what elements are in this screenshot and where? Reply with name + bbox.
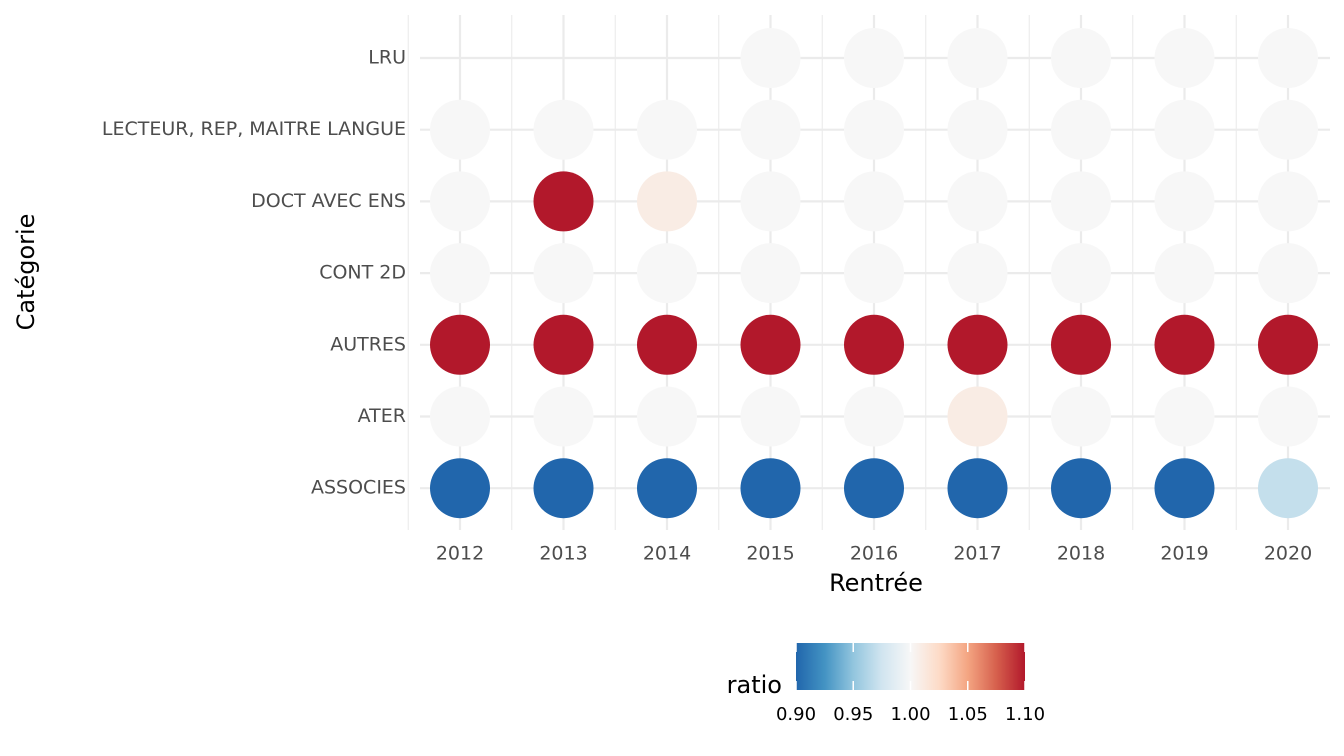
colorbar-tick-label: 0.95: [833, 704, 873, 725]
dot: [1154, 386, 1215, 447]
dot: [740, 99, 801, 160]
dot: [740, 28, 801, 88]
dot: [1154, 171, 1215, 232]
dot: [947, 99, 1008, 160]
x-tick-label: 2012: [436, 543, 484, 565]
x-tick-label: 2017: [953, 543, 1001, 565]
colorbar-tick-label: 1.00: [890, 704, 930, 725]
colorbar-tick-label: 0.90: [776, 704, 816, 725]
dot: [1051, 386, 1111, 447]
dot: [430, 99, 490, 160]
dot: [844, 28, 904, 88]
dot: [740, 314, 801, 375]
y-tick-label: ASSOCIES: [311, 477, 406, 499]
dot: [947, 171, 1008, 232]
dot: [637, 243, 697, 304]
dot: [1154, 28, 1215, 88]
dot: [1154, 458, 1215, 519]
dot: [1258, 99, 1318, 160]
dot: [533, 243, 594, 304]
y-tick-label: ATER: [358, 405, 406, 427]
y-axis-title: Catégorie: [12, 214, 40, 331]
dot: [430, 314, 490, 375]
dot: [1258, 171, 1318, 232]
dot: [947, 458, 1008, 519]
x-tick-label: 2015: [746, 543, 794, 565]
dot: [740, 171, 801, 232]
dot: [1154, 243, 1215, 304]
dot: [1051, 99, 1111, 160]
y-tick-label: LECTEUR, REP, MAITRE LANGUE: [102, 118, 406, 140]
dot: [1051, 171, 1111, 232]
dot: [533, 99, 594, 160]
y-tick-label: LRU: [368, 47, 406, 69]
dot: [533, 314, 594, 375]
dot: [1258, 314, 1318, 375]
dot: [947, 314, 1008, 375]
x-tick-label: 2020: [1264, 543, 1312, 565]
dot: [533, 171, 594, 232]
dot: [430, 386, 490, 447]
dot: [533, 458, 594, 519]
dot: [844, 243, 904, 304]
dot: [947, 386, 1008, 447]
dot: [740, 243, 801, 304]
dot: [430, 243, 490, 304]
dot: [637, 458, 697, 519]
dot: [844, 386, 904, 447]
dot: [637, 171, 697, 232]
dot: [1154, 99, 1215, 160]
dot: [637, 314, 697, 375]
dot: [1258, 28, 1318, 88]
dot: [844, 171, 904, 232]
y-tick-label: CONT 2D: [319, 262, 406, 284]
dot: [430, 171, 490, 232]
marks: [430, 28, 1318, 519]
dot: [844, 458, 904, 519]
x-tick-label: 2014: [643, 543, 691, 565]
y-tick-label: AUTRES: [330, 333, 406, 355]
dot: [1258, 386, 1318, 447]
dot: [740, 386, 801, 447]
dot: [947, 243, 1008, 304]
dot: [637, 99, 697, 160]
dot: [844, 99, 904, 160]
x-tick-label: 2013: [539, 543, 587, 565]
dot: [430, 458, 490, 519]
y-tick-label: DOCT AVEC ENS: [251, 190, 406, 212]
x-axis-title: Rentrée: [829, 569, 923, 597]
dot: [1051, 314, 1111, 375]
dot: [844, 314, 904, 375]
dot: [1258, 458, 1318, 519]
dot: [740, 458, 801, 519]
colorbar-tick-label: 1.05: [948, 704, 988, 725]
dot: [1051, 458, 1111, 519]
legend-title: ratio: [727, 671, 782, 699]
x-tick-label: 2018: [1057, 543, 1105, 565]
dot: [1051, 243, 1111, 304]
colorbar-tick-label: 1.10: [1005, 704, 1045, 725]
x-tick-label: 2016: [850, 543, 898, 565]
dot: [637, 386, 697, 447]
x-tick-label: 2019: [1160, 543, 1208, 565]
dot: [1258, 243, 1318, 304]
dot: [947, 28, 1008, 88]
dot: [533, 386, 594, 447]
dot: [1051, 28, 1111, 88]
dot: [1154, 314, 1215, 375]
